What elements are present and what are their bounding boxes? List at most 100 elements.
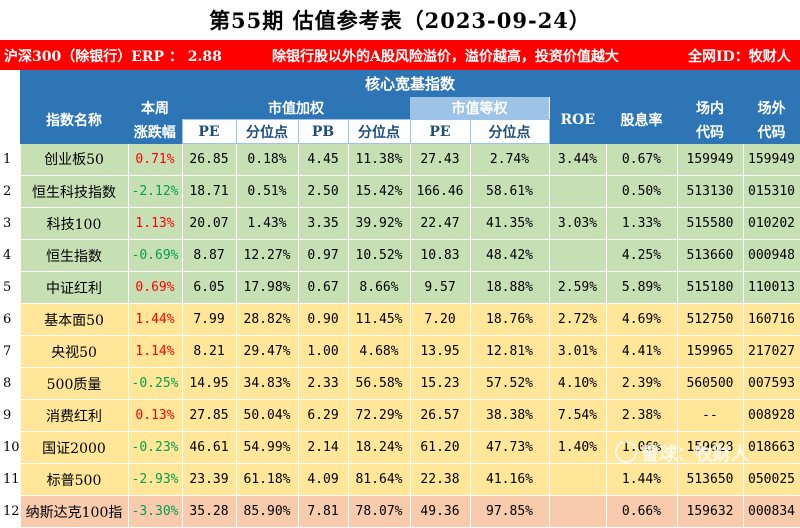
offsite-code: 008928 — [743, 399, 800, 432]
index-name: 国证2000 — [20, 431, 129, 464]
pe-percentile: 50.04% — [236, 399, 299, 432]
dividend-yield: 4.69% — [606, 303, 678, 336]
offsite-code: 015310 — [743, 175, 800, 208]
onsite-code: 159628 — [677, 431, 744, 464]
table-row: 5 中证红利 0.69% 6.05 17.98% 0.67 8.66% 9.57 18.88% 2… — [0, 271, 800, 304]
pe-value: 7.99 — [182, 303, 237, 336]
equal-pe-percentile: 38.38% — [470, 399, 550, 432]
equal-pe-percentile: 97.85% — [470, 495, 550, 528]
section-title: 核心宽基指数 — [20, 70, 800, 97]
table-row: 6 基本面50 1.44% 7.99 28.82% 0.90 11.45% 7.20 18.76… — [0, 303, 800, 336]
pe-percentile: 28.82% — [236, 303, 299, 336]
pe-value: 46.61 — [182, 431, 237, 464]
pe-value: 18.71 — [182, 175, 237, 208]
weekly-change: 1.44% — [128, 303, 183, 336]
header-offsite-code: 场外 — [743, 97, 800, 120]
equal-pe-percentile: 2.74% — [470, 143, 550, 176]
header-dividend: 股息率 — [606, 97, 677, 144]
pe-value: 20.07 — [182, 207, 237, 240]
header-equal-weighted: 市值等权 — [410, 97, 549, 120]
table-row: 1 创业板50 0.71% 26.85 0.18% 4.45 11.38% 27.43 2.74… — [0, 143, 800, 176]
pb-value: 2.50 — [298, 175, 349, 208]
pe-value: 35.28 — [182, 495, 237, 528]
index-name: 科技100 — [20, 207, 129, 240]
roe-value: 4.10% — [549, 367, 607, 400]
index-name: 基本面50 — [20, 303, 129, 336]
onsite-code: 512750 — [677, 303, 744, 336]
equal-pe-value: 22.38 — [410, 463, 471, 496]
header-onsite-code: 场内 — [677, 97, 743, 120]
pe-percentile: 34.83% — [236, 367, 299, 400]
pe-percentile: 0.51% — [236, 175, 299, 208]
roe-value: 3.44% — [549, 143, 607, 176]
weekly-change: 1.14% — [128, 335, 183, 368]
weekly-change: -0.69% — [128, 239, 183, 272]
equal-pe-percentile: 48.42% — [470, 239, 550, 272]
onsite-code: 159949 — [677, 143, 744, 176]
dividend-yield: 1.44% — [606, 463, 678, 496]
row-number: 7 — [0, 335, 21, 368]
index-name: 中证红利 — [20, 271, 129, 304]
header-pe: PE — [181, 119, 237, 144]
account-id: 全网ID：牧财人 — [688, 49, 791, 65]
pe-percentile: 12.27% — [236, 239, 299, 272]
erp-banner: 沪深300（除银行）ERP ： 2.88 除银行股以外的A股风险溢价，溢价越高，… — [0, 40, 800, 70]
table-row: 4 恒生指数 -0.69% 8.87 12.27% 0.97 10.52% 10.83 48.4… — [0, 239, 800, 272]
header-index — [0, 97, 20, 144]
onsite-code: 560500 — [677, 367, 744, 400]
index-name: 恒生指数 — [20, 239, 129, 272]
index-name: 创业板50 — [20, 143, 129, 176]
row-number: 3 — [0, 207, 21, 240]
index-name: 央视50 — [20, 335, 129, 368]
header-weekly-change: 本周 — [128, 97, 182, 120]
roe-value: 3.03% — [549, 207, 607, 240]
table-row: 9 消费红利 0.13% 27.85 50.04% 6.29 72.29% 26.57 38.3… — [0, 399, 800, 432]
pe-percentile: 0.18% — [236, 143, 299, 176]
header-onsite-code-2: 代码 — [677, 119, 743, 144]
roe-value — [549, 239, 607, 272]
equal-pe-percentile: 57.52% — [470, 367, 550, 400]
pe-value: 6.05 — [182, 271, 237, 304]
equal-pe-value: 27.43 — [410, 143, 471, 176]
roe-value: 2.72% — [549, 303, 607, 336]
dividend-yield: 4.41% — [606, 335, 678, 368]
header-eq-pe: PE — [409, 119, 471, 144]
onsite-code: 513130 — [677, 175, 744, 208]
pe-percentile: 29.47% — [236, 335, 299, 368]
pb-percentile: 39.92% — [348, 207, 411, 240]
row-number: 11 — [0, 463, 21, 496]
row-number: 6 — [0, 303, 21, 336]
onsite-code: 513660 — [677, 239, 744, 272]
weekly-change: -2.12% — [128, 175, 183, 208]
onsite-code: 515180 — [677, 271, 744, 304]
equal-pe-percentile: 12.81% — [470, 335, 550, 368]
dividend-yield: 0.66% — [606, 495, 678, 528]
offsite-code: 217027 — [743, 335, 800, 368]
pb-percentile: 72.29% — [348, 399, 411, 432]
dividend-yield: 0.67% — [606, 143, 678, 176]
equal-pe-value: 15.23 — [410, 367, 471, 400]
snowball-logo-icon — [615, 441, 637, 463]
pb-value: 6.29 — [298, 399, 349, 432]
pb-percentile: 15.42% — [348, 175, 411, 208]
equal-pe-value: 26.57 — [410, 399, 471, 432]
header-pe-percentile: 分位点 — [235, 119, 299, 144]
pb-percentile: 10.52% — [348, 239, 411, 272]
weekly-change: -2.93% — [128, 463, 183, 496]
header-weekly-change-2: 涨跌幅 — [128, 119, 182, 144]
equal-pe-percentile: 18.76% — [470, 303, 550, 336]
equal-pe-percentile: 58.61% — [470, 175, 550, 208]
onsite-code: 159632 — [677, 495, 744, 528]
onsite-code: 513650 — [677, 463, 744, 496]
index-name: 消费红利 — [20, 399, 129, 432]
pb-percentile: 81.64% — [348, 463, 411, 496]
onsite-code: -- — [677, 399, 744, 432]
dividend-yield: 4.25% — [606, 239, 678, 272]
pb-value: 0.90 — [298, 303, 349, 336]
pb-value: 2.33 — [298, 367, 349, 400]
offsite-code: 007593 — [743, 367, 800, 400]
risk-premium-note: 除银行股以外的A股风险溢价，溢价越高，投资价值越大 — [272, 49, 619, 65]
row-number: 9 — [0, 399, 21, 432]
index-name: 标普500 — [20, 463, 129, 496]
equal-pe-percentile: 47.73% — [470, 431, 550, 464]
